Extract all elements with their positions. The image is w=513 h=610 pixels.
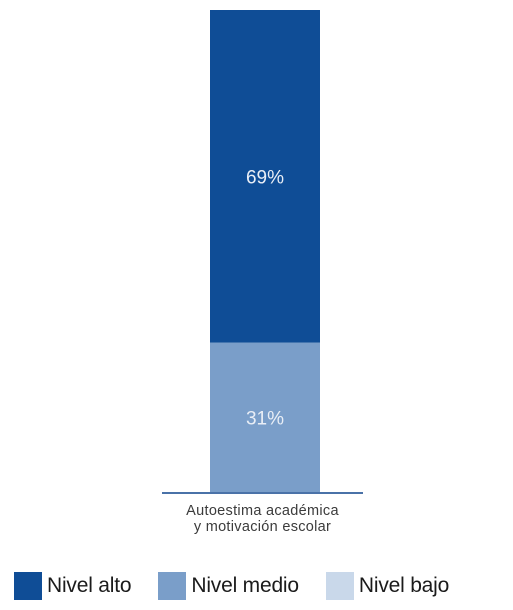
- legend-item-nivel-bajo: Nivel bajo: [325, 572, 450, 600]
- data-label-nivel-medio: 31%: [246, 408, 284, 429]
- legend-swatch: [158, 572, 187, 600]
- bars-group: [210, 10, 320, 492]
- bar-segment-nivel-alto: [210, 10, 320, 343]
- legend-item-nivel-medio: Nivel medio: [158, 572, 299, 600]
- legend-swatch: [14, 572, 42, 600]
- legend: Nivel alto Nivel medio Nivel bajo: [14, 572, 449, 600]
- category-label-line-2: y motivación escolar: [194, 519, 331, 535]
- legend-swatch: [325, 572, 354, 600]
- legend-label: Nivel medio: [191, 574, 299, 597]
- data-label-nivel-alto: 69%: [246, 167, 284, 188]
- bar-segment-nivel-medio: [210, 342, 320, 492]
- legend-label: Nivel bajo: [358, 574, 450, 597]
- bar-labels-group: 31% 69%: [246, 167, 284, 429]
- category-label-line-1: Autoestima académica: [186, 503, 339, 519]
- legend-item-nivel-alto: Nivel alto: [14, 572, 132, 600]
- legend-label: Nivel alto: [47, 574, 132, 597]
